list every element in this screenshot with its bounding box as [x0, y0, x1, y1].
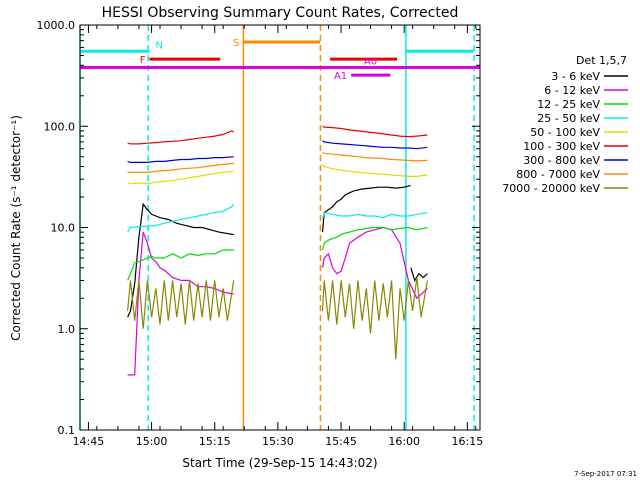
legend-label-8: 7000 - 20000 keV	[502, 182, 600, 195]
series-0-segment-2	[410, 267, 428, 282]
series-0-segment-1	[321, 184, 411, 233]
y-axis-label: Corrected Count Rate (s⁻¹ detector⁻¹)	[9, 115, 23, 341]
x-tick-label: 16:15	[452, 435, 484, 448]
x-tick-label: 16:00	[388, 435, 420, 448]
legend-label-4: 50 - 100 keV	[530, 126, 600, 139]
x-tick-label: 14:45	[73, 435, 105, 448]
y-tick-label: 1.0	[58, 323, 76, 336]
x-axis: 14:45 15:00 15:15 15:30 15:45 16:00 16:15	[73, 25, 484, 448]
indicator-label-a0: A0	[364, 57, 377, 68]
chart-title: HESSI Observing Summary Count Rates, Cor…	[102, 5, 459, 21]
series-8-segment-1	[321, 277, 428, 360]
x-tick-label: 15:00	[136, 435, 168, 448]
indicator-label-s: S	[233, 38, 239, 49]
series-4-segment-0	[127, 170, 234, 185]
series-0-segment-0	[127, 202, 234, 318]
legend-label-6: 300 - 800 keV	[523, 154, 600, 167]
x-axis-label: Start Time (29-Sep-15 14:43:02)	[182, 456, 377, 470]
legend-label-3: 25 - 50 keV	[537, 112, 600, 125]
legend-label-1: 6 - 12 keV	[544, 84, 600, 97]
series-4-segment-1	[322, 164, 428, 177]
series-2-segment-0	[127, 249, 234, 281]
y-tick-label: 10.0	[51, 222, 76, 235]
series-6-segment-0	[127, 156, 234, 163]
y-tick-label: 0.1	[58, 424, 76, 437]
legend-label-5: 100 - 300 keV	[523, 140, 600, 153]
series-5-segment-1	[322, 125, 428, 138]
legend-label-2: 12 - 25 keV	[537, 98, 600, 111]
x-tick-label: 15:15	[199, 435, 231, 448]
indicator-bars: NF S A0 A1	[80, 38, 480, 82]
series-5-segment-0	[127, 130, 234, 145]
x-tick-label: 15:30	[262, 435, 294, 448]
y-axis: 0.1 1.0 10.0 100.0 1000.0	[37, 19, 480, 437]
y-tick-label: 1000.0	[37, 19, 76, 32]
x-tick-label: 15:45	[325, 435, 357, 448]
indicator-label-a1: A1	[334, 71, 347, 82]
series-lines	[127, 125, 428, 376]
y-tick-label: 100.0	[44, 120, 76, 133]
series-1-segment-1	[321, 226, 428, 300]
series-7-segment-1	[322, 151, 428, 162]
series-6-segment-1	[322, 140, 428, 150]
timestamp-footer: 7-Sep-2017 07:31	[574, 470, 637, 478]
indicator-label-n: N	[155, 40, 162, 51]
series-7-segment-0	[127, 162, 234, 173]
series-8-segment-0	[127, 280, 235, 329]
series-2-segment-1	[321, 226, 428, 251]
legend-label-0: 3 - 6 keV	[551, 70, 600, 83]
legend-title: Det 1,5,7	[576, 54, 627, 67]
series-3-segment-1	[321, 212, 428, 220]
series-3-segment-0	[127, 203, 235, 233]
indicator-label-f: F	[140, 55, 146, 66]
legend-label-7: 800 - 7000 keV	[516, 168, 600, 181]
